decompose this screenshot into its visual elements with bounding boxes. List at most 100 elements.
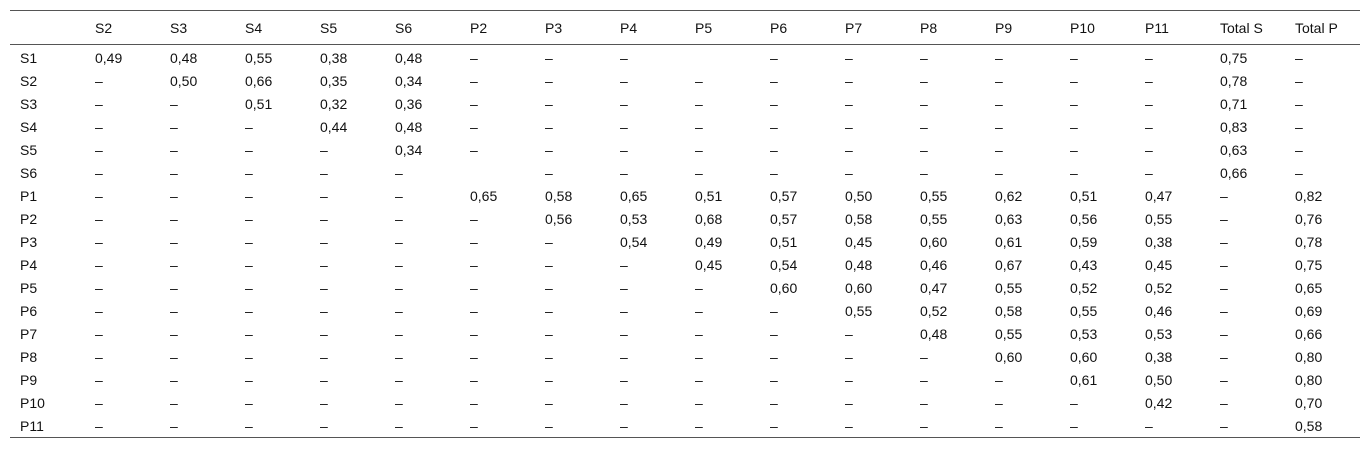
table-cell: – bbox=[770, 394, 778, 411]
table-cell: – bbox=[470, 233, 478, 250]
table-cell: – bbox=[395, 164, 403, 181]
table-cell: – bbox=[385, 414, 460, 438]
table-cell: 0,48 bbox=[395, 118, 423, 135]
table-cell: – bbox=[920, 164, 928, 181]
table-cell: – bbox=[170, 279, 178, 296]
table-cell: – bbox=[470, 371, 478, 388]
table-cell: – bbox=[95, 118, 103, 135]
table-cell: – bbox=[395, 279, 403, 296]
table-cell: – bbox=[920, 95, 928, 112]
table-row: P3 – – – – – – – 0,54 0,49 0,51 0,45 0,60 0,61 0,59 0,3… bbox=[10, 230, 1360, 253]
table-cell: – bbox=[95, 302, 103, 319]
table-cell: 0,43 bbox=[1070, 256, 1098, 273]
row-header: S5 bbox=[20, 141, 38, 158]
table-cell: – bbox=[545, 279, 553, 296]
table-cell: 0,46 bbox=[1145, 302, 1173, 319]
table-cell: 0,83 bbox=[1220, 118, 1248, 135]
table-cell: 0,58 bbox=[545, 187, 573, 204]
table-cell: – bbox=[535, 414, 610, 438]
row-header: S1 bbox=[20, 49, 38, 66]
row-header: P3 bbox=[20, 233, 38, 250]
row-header: S3 bbox=[20, 95, 38, 112]
table-cell: 0,55 bbox=[995, 279, 1023, 296]
table-cell: – bbox=[1070, 164, 1078, 181]
table-cell: – bbox=[845, 95, 853, 112]
table-row: P5 – – – – – – – – – 0,60 0,60 0,47 0,55 0,52 0,52 – 0,65 bbox=[10, 276, 1360, 299]
table-cell: – bbox=[695, 164, 703, 181]
table-cell: – bbox=[470, 279, 478, 296]
table-cell: – bbox=[470, 141, 478, 158]
table-cell: – bbox=[620, 302, 628, 319]
table-cell: – bbox=[395, 371, 403, 388]
table-cell: – bbox=[170, 325, 178, 342]
table-cell: – bbox=[695, 72, 703, 89]
table-cell bbox=[460, 161, 535, 184]
row-header: P4 bbox=[20, 256, 38, 273]
table-cell: – bbox=[320, 279, 328, 296]
table-cell: – bbox=[545, 371, 553, 388]
table-cell: – bbox=[1295, 95, 1303, 112]
table-cell: – bbox=[1220, 210, 1228, 227]
table-cell: – bbox=[995, 394, 1003, 411]
table-cell: 0,51 bbox=[1070, 187, 1098, 204]
table-cell: – bbox=[320, 141, 328, 158]
table-cell: – bbox=[320, 233, 328, 250]
table-cell: – bbox=[620, 371, 628, 388]
table-cell: – bbox=[1070, 141, 1078, 158]
table-cell: 0,80 bbox=[1295, 371, 1323, 388]
table-cell: 0,53 bbox=[1070, 325, 1098, 342]
table-cell: – bbox=[470, 394, 478, 411]
table-cell: – bbox=[470, 325, 478, 342]
table-cell: – bbox=[1220, 348, 1228, 365]
table-cell: – bbox=[1145, 141, 1153, 158]
column-header: P11 bbox=[1135, 10, 1210, 45]
table-cell: – bbox=[245, 256, 253, 273]
table-cell: – bbox=[545, 95, 553, 112]
column-header: S2 bbox=[85, 10, 160, 45]
table-cell: – bbox=[620, 118, 628, 135]
table-cell: – bbox=[1295, 49, 1303, 66]
table-row: P9 – – – – – – – – – – – – – 0,61 0,50 – 0,80 bbox=[10, 368, 1360, 391]
table-cell: – bbox=[620, 348, 628, 365]
table-cell: – bbox=[845, 164, 853, 181]
table-cell: – bbox=[620, 164, 628, 181]
table-cell: – bbox=[845, 118, 853, 135]
table-cell: – bbox=[1145, 72, 1153, 89]
table-cell: – bbox=[1220, 279, 1228, 296]
row-header: S6 bbox=[20, 164, 38, 181]
table-cell: – bbox=[995, 49, 1003, 66]
table-cell: – bbox=[695, 141, 703, 158]
table-cell: – bbox=[995, 164, 1003, 181]
table-cell: – bbox=[545, 141, 553, 158]
table-row: S1 0,49 0,48 0,55 0,38 0,48 – – – – – – – – – 0,75 – bbox=[10, 45, 1360, 70]
table-cell: – bbox=[95, 210, 103, 227]
table-row: S4 – – – 0,44 0,48 – – – – – – – – – – 0,83 – bbox=[10, 115, 1360, 138]
table-cell: – bbox=[1295, 118, 1303, 135]
table-cell: 0,52 bbox=[920, 302, 948, 319]
table-cell: – bbox=[995, 371, 1003, 388]
table-cell: 0,61 bbox=[995, 233, 1023, 250]
table-cell: 0,45 bbox=[695, 256, 723, 273]
table-cell: – bbox=[395, 348, 403, 365]
table-cell: – bbox=[920, 371, 928, 388]
table-cell: 0,45 bbox=[1145, 256, 1173, 273]
table-cell: 0,75 bbox=[1295, 256, 1323, 273]
table-cell: 0,80 bbox=[1295, 348, 1323, 365]
table-cell: 0,57 bbox=[770, 187, 798, 204]
table-cell: – bbox=[1210, 414, 1285, 438]
table-cell: – bbox=[545, 302, 553, 319]
table-cell: – bbox=[320, 164, 328, 181]
table-cell: – bbox=[320, 187, 328, 204]
table-cell: 0,50 bbox=[170, 72, 198, 89]
table-cell: – bbox=[245, 210, 253, 227]
row-header: P2 bbox=[20, 210, 38, 227]
table-cell: – bbox=[1135, 414, 1210, 438]
table-cell: 0,78 bbox=[1295, 233, 1323, 250]
table-cell: 0,49 bbox=[95, 49, 123, 66]
table-cell: 0,48 bbox=[920, 325, 948, 342]
column-header: P8 bbox=[910, 10, 985, 45]
table-cell: – bbox=[545, 164, 553, 181]
table-cell: – bbox=[310, 414, 385, 438]
table-cell: – bbox=[845, 141, 853, 158]
